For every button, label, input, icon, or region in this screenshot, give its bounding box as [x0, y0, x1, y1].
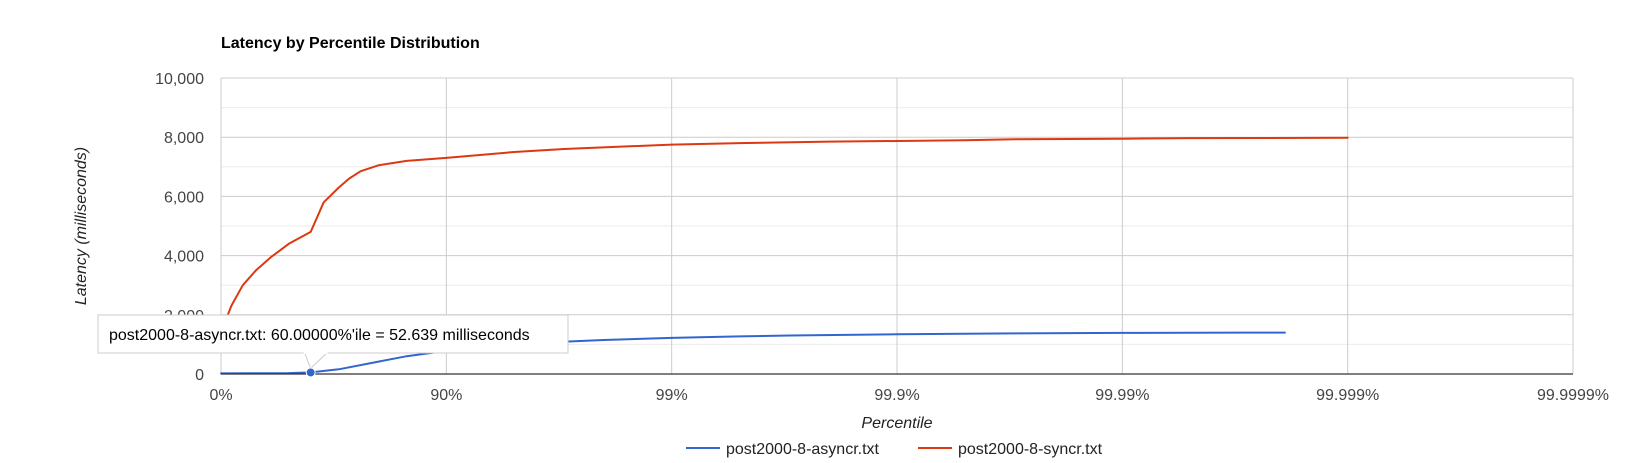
tooltip-seam: [303, 352, 328, 354]
y-tick-label: 6,000: [164, 189, 204, 206]
tooltip: post2000-8-asyncr.txt: 60.00000%'ile = 5…: [97, 314, 569, 378]
x-axis-tick-labels: 0% 90% 99% 99.9% 99.99% 99.999% 99.9999%: [209, 387, 1609, 404]
tooltip-box: [97, 314, 569, 354]
x-tick-label: 99.9%: [874, 387, 919, 404]
legend-label[interactable]: post2000-8-syncr.txt: [958, 441, 1103, 458]
series-lines: [220, 136, 1349, 375]
x-tick-label: 90%: [430, 387, 462, 404]
y-axis-title: Latency (milliseconds): [73, 147, 90, 305]
legend: post2000-8-asyncr.txt post2000-8-syncr.tx…: [686, 441, 1103, 458]
y-tick-label: 0: [195, 367, 204, 384]
x-tick-label: 99.9999%: [1537, 387, 1609, 404]
series-line-1[interactable]: [220, 331, 1286, 375]
series-line-2[interactable]: [220, 136, 1349, 334]
x-axis-title: Percentile: [861, 415, 932, 432]
x-tick-label: 0%: [209, 387, 232, 404]
y-tick-label: 8,000: [164, 130, 204, 147]
x-tick-label: 99.999%: [1316, 387, 1379, 404]
legend-label[interactable]: post2000-8-asyncr.txt: [726, 441, 880, 458]
chart-title: Latency by Percentile Distribution: [221, 35, 480, 52]
y-tick-label: 4,000: [164, 249, 204, 266]
x-tick-label: 99.99%: [1095, 387, 1149, 404]
highlighted-point[interactable]: [305, 367, 316, 378]
y-tick-label: 10,000: [155, 71, 204, 88]
x-tick-label: 99%: [656, 387, 688, 404]
tooltip-text: post2000-8-asyncr.txt: 60.00000%'ile = 5…: [109, 327, 530, 344]
